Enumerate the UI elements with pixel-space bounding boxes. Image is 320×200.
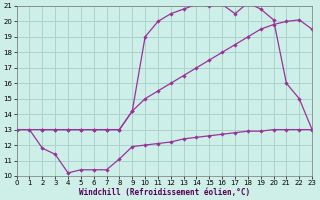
- X-axis label: Windchill (Refroidissement éolien,°C): Windchill (Refroidissement éolien,°C): [79, 188, 250, 197]
